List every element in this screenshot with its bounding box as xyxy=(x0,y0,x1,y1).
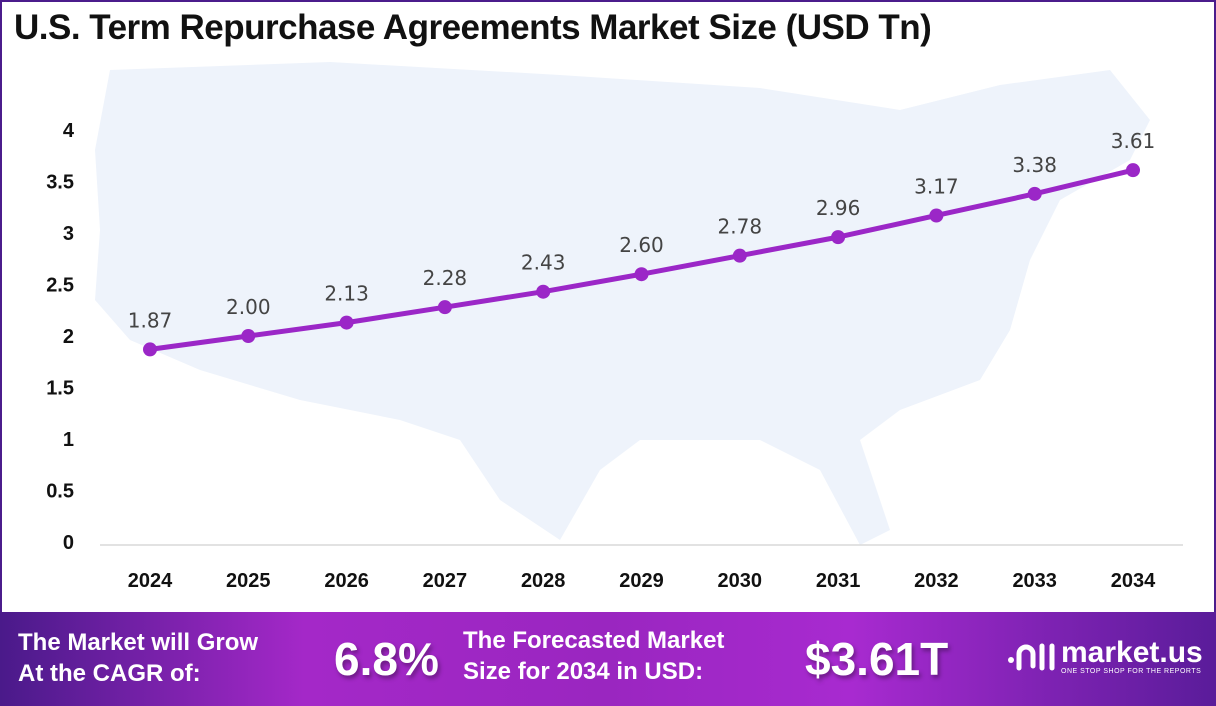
market-us-logo: market.us ONE STOP SHOP FOR THE REPORTS xyxy=(1005,636,1203,676)
y-tick-label: 3 xyxy=(63,223,74,245)
y-tick-label: 2.5 xyxy=(46,275,74,297)
y-tick-label: 0.5 xyxy=(46,481,74,503)
data-point xyxy=(1126,163,1140,178)
data-point xyxy=(634,267,649,282)
y-tick-label: 3.5 xyxy=(46,172,74,194)
x-tick-label: 2027 xyxy=(423,570,468,592)
cagr-label: The Market will Grow At the CAGR of: xyxy=(18,627,258,689)
y-tick-label: 0 xyxy=(63,532,74,554)
x-tick-label: 2024 xyxy=(128,570,173,592)
data-label: 2.13 xyxy=(324,282,369,306)
data-label: 3.61 xyxy=(1111,129,1156,153)
data-point xyxy=(241,329,256,343)
y-tick-label: 1.5 xyxy=(46,378,74,400)
data-label: 2.43 xyxy=(521,251,566,275)
data-label: 2.78 xyxy=(718,215,763,239)
data-point xyxy=(831,230,846,245)
x-tick-label: 2026 xyxy=(324,570,369,592)
data-label: 3.38 xyxy=(1012,153,1057,177)
brand-name: market.us xyxy=(1061,635,1203,669)
x-tick-label: 2028 xyxy=(521,570,566,592)
summary-banner: The Market will Grow At the CAGR of: 6.8… xyxy=(0,612,1216,706)
data-label: 2.60 xyxy=(619,233,664,257)
x-tick-label: 2031 xyxy=(816,570,861,592)
data-point xyxy=(929,208,944,223)
data-point xyxy=(437,300,452,315)
x-tick-label: 2032 xyxy=(914,570,959,592)
y-tick-label: 2 xyxy=(63,326,74,348)
cagr-label-line2: At the CAGR of: xyxy=(18,660,201,687)
data-label: 3.17 xyxy=(914,174,959,198)
y-tick-label: 4 xyxy=(63,120,75,142)
x-tick-label: 2025 xyxy=(226,570,271,592)
forecast-label: The Forecasted Market Size for 2034 in U… xyxy=(463,625,724,687)
data-label: 2.28 xyxy=(423,266,468,290)
data-point xyxy=(143,342,157,357)
cagr-value: 6.8% xyxy=(334,633,439,685)
cagr-label-line1: The Market will Grow xyxy=(18,629,259,656)
data-label: 2.00 xyxy=(226,295,271,319)
data-point xyxy=(536,284,551,299)
data-point xyxy=(1027,186,1042,201)
data-point xyxy=(732,248,747,263)
us-map-background xyxy=(95,62,1150,545)
line-chart: 0 0.5 1 1.5 2 2.5 3 3.5 4 2024 2025 2026 2027 2028 202… xyxy=(46,62,1183,592)
data-point xyxy=(339,315,354,330)
brand-tagline: ONE STOP SHOP FOR THE REPORTS xyxy=(1061,667,1202,675)
x-tick-label: 2033 xyxy=(1012,570,1057,592)
y-tick-label: 1 xyxy=(63,429,74,451)
data-label: 1.87 xyxy=(128,308,173,332)
market-us-logo-icon xyxy=(1008,643,1055,671)
data-label: 2.96 xyxy=(816,196,861,220)
forecast-value: $3.61T xyxy=(805,633,949,685)
x-tick-label: 2029 xyxy=(619,570,664,592)
chart-title: U.S. Term Repurchase Agreements Market S… xyxy=(14,8,932,47)
forecast-label-line1: The Forecasted Market xyxy=(463,627,725,654)
forecast-label-line2: Size for 2034 in USD: xyxy=(463,658,704,685)
x-tick-label: 2034 xyxy=(1111,570,1156,592)
x-tick-label: 2030 xyxy=(718,570,763,592)
